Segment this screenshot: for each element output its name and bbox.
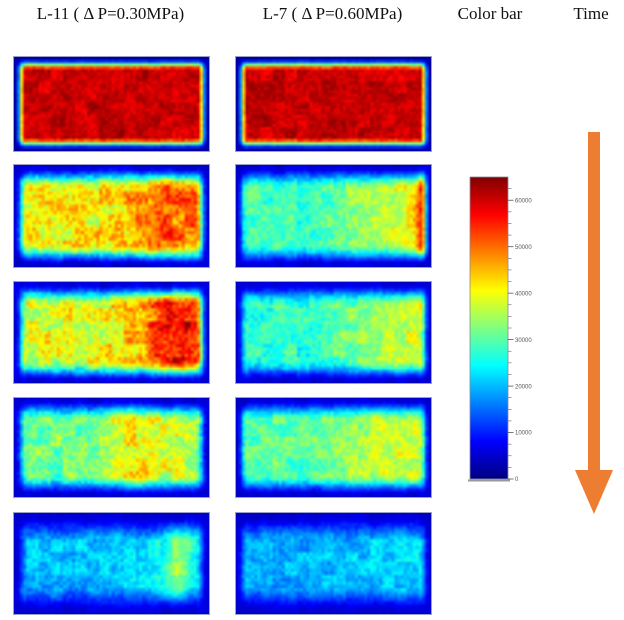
heatmap-l7-t4 xyxy=(235,397,432,498)
colorbar-tick-label: 20000 xyxy=(515,384,532,390)
colorbar-tick-label: 40000 xyxy=(515,291,532,297)
colorbar-tick-label: 50000 xyxy=(515,245,532,251)
heatmap-l11-t1 xyxy=(13,56,210,152)
heatmap-l7-t3 xyxy=(235,281,432,384)
heatmap-l7-t5 xyxy=(235,512,432,615)
colorbar-tick-label: 30000 xyxy=(515,338,532,344)
colorbar-tick-label: 10000 xyxy=(515,431,532,437)
time-header: Time xyxy=(573,4,609,23)
colorbar-header: Color bar xyxy=(457,4,523,23)
time-arrow-shaft xyxy=(588,132,600,470)
time-arrow-head xyxy=(575,470,613,514)
colorbar-tick-label: 60000 xyxy=(515,198,532,204)
colorbar-tick-label: 0 xyxy=(515,477,519,483)
column-header-l7: L-7 ( Δ P=0.60MPa) xyxy=(262,4,403,23)
heatmap-l11-t5 xyxy=(13,512,210,615)
heatmap-l7-t1 xyxy=(235,56,432,152)
colorbar: 60000 50000 40000 30000 20000 10000 0 xyxy=(468,176,532,483)
heatmap-l11-t3 xyxy=(13,281,210,384)
heatmap-l7-t2 xyxy=(235,164,432,268)
column-header-l11: L-11 ( Δ P=0.30MPa) xyxy=(36,4,185,23)
heatmap-l11-t4 xyxy=(13,397,210,498)
heatmap-l11-t2 xyxy=(13,164,210,268)
